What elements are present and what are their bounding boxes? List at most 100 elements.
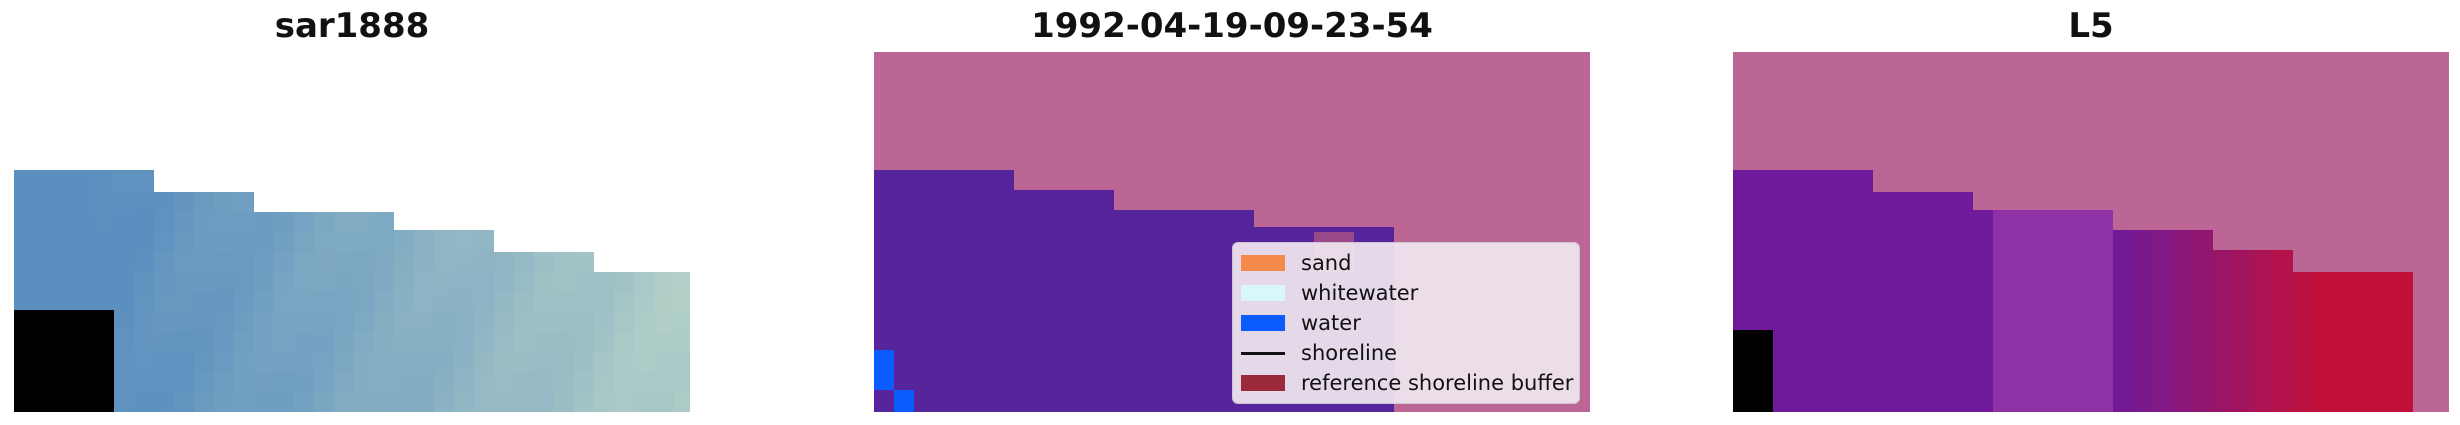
sar-pixel bbox=[214, 192, 234, 212]
l5-pixel bbox=[1893, 212, 1913, 232]
l5-pixel bbox=[2273, 290, 2293, 310]
l5-pixel bbox=[1913, 212, 1933, 232]
sar-pixel bbox=[294, 212, 314, 232]
l5-pixel bbox=[1913, 372, 1933, 392]
l5-pixel bbox=[2153, 310, 2173, 330]
l5-pixel bbox=[2173, 230, 2193, 250]
sar-pixel bbox=[594, 392, 614, 412]
sar-pixel bbox=[214, 352, 234, 372]
l5-pixel bbox=[1933, 212, 1953, 232]
sar-pixel bbox=[634, 392, 654, 412]
l5-pixel bbox=[1853, 250, 1873, 270]
sar-pixel bbox=[514, 372, 534, 392]
sar-pixel bbox=[614, 372, 634, 392]
l5-pixel bbox=[2053, 230, 2073, 250]
l5-pixel bbox=[1753, 390, 1773, 410]
l5-pixel bbox=[2153, 290, 2173, 310]
l5-pixel bbox=[2273, 370, 2293, 390]
sar-pixel bbox=[554, 352, 574, 372]
sar-pixel bbox=[14, 370, 34, 390]
l5-pixel bbox=[1953, 352, 1973, 372]
sar-pixel bbox=[34, 190, 54, 210]
sar-pixel bbox=[134, 290, 154, 310]
l5-pixel bbox=[1873, 392, 1893, 412]
sar-pixel bbox=[454, 350, 474, 370]
l5-pixel bbox=[1733, 230, 1753, 250]
l5-pixel bbox=[2233, 270, 2253, 290]
l5-pixel bbox=[1853, 230, 1873, 250]
sar-pixel bbox=[274, 312, 294, 332]
sar-pixel bbox=[154, 332, 174, 352]
sar-pixel bbox=[54, 230, 74, 250]
l5-pixel bbox=[2353, 352, 2373, 372]
l5-pixel bbox=[1793, 310, 1813, 330]
sar-pixel bbox=[154, 232, 174, 252]
l5-pixel bbox=[2173, 290, 2193, 310]
l5-pixel bbox=[2393, 312, 2413, 332]
sar-pixel bbox=[114, 410, 134, 412]
sar-pixel bbox=[74, 290, 94, 310]
l5-pixel bbox=[2253, 410, 2273, 412]
sar-pixel bbox=[514, 332, 534, 352]
sar-pixel bbox=[274, 352, 294, 372]
sar-pixel bbox=[374, 392, 394, 412]
l5-pixel bbox=[1793, 390, 1813, 410]
sar-pixel bbox=[314, 232, 334, 252]
l5-pixel bbox=[1833, 290, 1853, 310]
l5-pixel bbox=[2233, 390, 2253, 410]
sar-pixel bbox=[414, 390, 434, 410]
l5-pixel bbox=[2213, 250, 2233, 270]
l5-pixel bbox=[2293, 312, 2313, 332]
sar-pixel bbox=[474, 370, 494, 390]
sar-pixel bbox=[14, 170, 34, 190]
l5-pixel bbox=[2093, 390, 2113, 410]
sar-pixel bbox=[354, 392, 374, 412]
l5-pixel bbox=[2113, 330, 2133, 350]
l5-pixel bbox=[2293, 392, 2313, 412]
sar-pixel bbox=[594, 352, 614, 372]
sar-pixel bbox=[654, 292, 674, 312]
l5-pixel bbox=[2093, 330, 2113, 350]
l5-pixel bbox=[1773, 390, 1793, 410]
sar-pixel bbox=[14, 390, 34, 410]
l5-pixel bbox=[2093, 250, 2113, 270]
sar-pixel bbox=[334, 272, 354, 292]
l5-pixel bbox=[1793, 230, 1813, 250]
sar-pixel bbox=[74, 230, 94, 250]
sar-pixel bbox=[214, 272, 234, 292]
sar-pixel bbox=[254, 272, 274, 292]
l5-pixel bbox=[2313, 332, 2333, 352]
l5-pixel bbox=[1753, 290, 1773, 310]
panel-title-l5: L5 bbox=[2068, 6, 2114, 46]
sar-pixel bbox=[274, 332, 294, 352]
sar-pixel bbox=[614, 312, 634, 332]
sar-pixel bbox=[574, 372, 594, 392]
sar-pixel bbox=[194, 312, 214, 332]
l5-pixel bbox=[2233, 310, 2253, 330]
l5-pixel bbox=[2113, 310, 2133, 330]
l5-pixel bbox=[2293, 272, 2313, 292]
l5-pixel bbox=[1933, 392, 1953, 412]
l5-pixel bbox=[1993, 410, 2013, 412]
sar-pixel bbox=[174, 332, 194, 352]
legend-label: whitewater bbox=[1301, 281, 1419, 305]
l5-pixel bbox=[2273, 350, 2293, 370]
sar-pixel bbox=[94, 390, 114, 410]
l5-pixel bbox=[2333, 352, 2353, 372]
l5-pixel bbox=[1873, 192, 1893, 212]
l5-pixel bbox=[2053, 310, 2073, 330]
l5-pixel bbox=[1793, 210, 1813, 230]
l5-pixel bbox=[1733, 190, 1753, 210]
sar-pixel bbox=[314, 372, 334, 392]
sar-pixel bbox=[174, 192, 194, 212]
l5-pixel bbox=[1973, 350, 1993, 370]
sar-pixel bbox=[74, 350, 94, 370]
sar-pixel bbox=[434, 230, 454, 250]
l5-pixel bbox=[2033, 310, 2053, 330]
sar-pixel bbox=[394, 230, 414, 250]
sar-pixel bbox=[354, 232, 374, 252]
l5-pixel bbox=[2133, 410, 2153, 412]
l5-pixel bbox=[1753, 230, 1773, 250]
l5-pixel bbox=[2193, 370, 2213, 390]
l5-pixel bbox=[1993, 310, 2013, 330]
